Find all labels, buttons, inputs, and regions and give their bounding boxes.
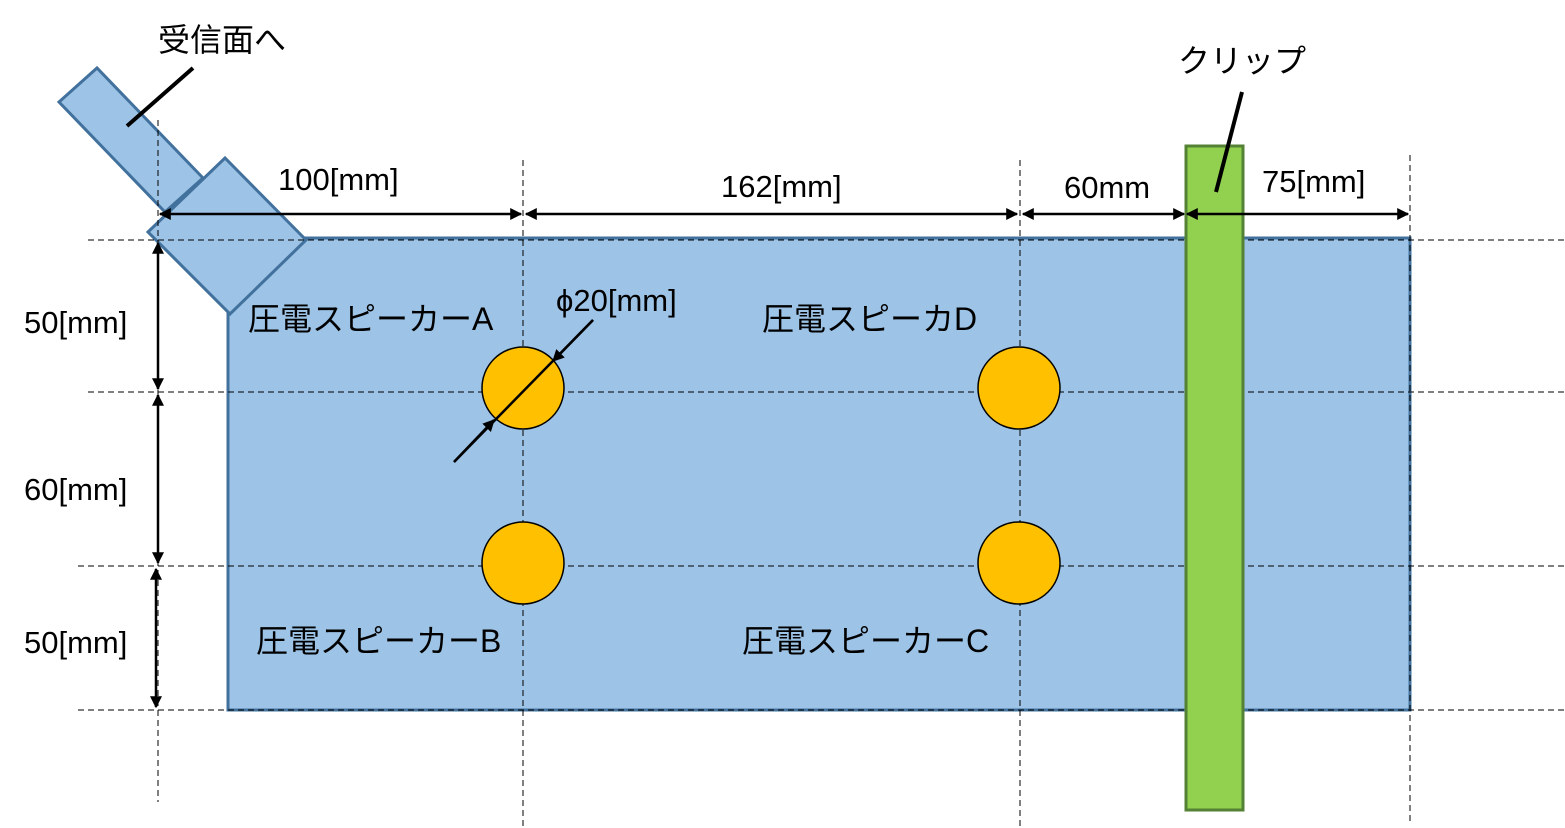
speaker-a-label: 圧電スピーカーA [248, 301, 494, 337]
speaker-b [481, 521, 565, 605]
clip-label: クリップ [1178, 43, 1306, 79]
diameter-arrow-lower [453, 419, 495, 463]
speaker-a [481, 346, 565, 430]
leader-clip [1214, 91, 1244, 193]
clip [1184, 144, 1245, 812]
speaker-d [977, 346, 1061, 430]
speaker-d-label: 圧電スピーカD [762, 301, 977, 337]
vertical-dimension-arrows [150, 241, 164, 709]
speaker-c-label: 圧電スピーカーC [742, 623, 989, 659]
dimension-h3: 60mm [1064, 170, 1150, 205]
dimension-v1: 50[mm] [24, 305, 127, 340]
waveguide-head [145, 155, 309, 317]
leader-receiving-surface [125, 66, 195, 128]
diameter-arrow-upper [552, 319, 594, 362]
guide-lines [78, 120, 1565, 828]
dimension-h1: 100[mm] [278, 162, 399, 197]
diameter-label: ϕ20[mm] [556, 283, 677, 318]
dimension-v2: 60[mm] [24, 472, 127, 507]
dimension-v3: 50[mm] [24, 625, 127, 660]
speaker-c [977, 521, 1061, 605]
speaker-b-label: 圧電スピーカーB [256, 623, 501, 659]
dimension-h2: 162[mm] [721, 169, 842, 204]
waveguide-tube [56, 65, 206, 215]
dimension-h4: 75[mm] [1262, 164, 1365, 199]
receiving-surface-label: 受信面へ [158, 22, 286, 58]
